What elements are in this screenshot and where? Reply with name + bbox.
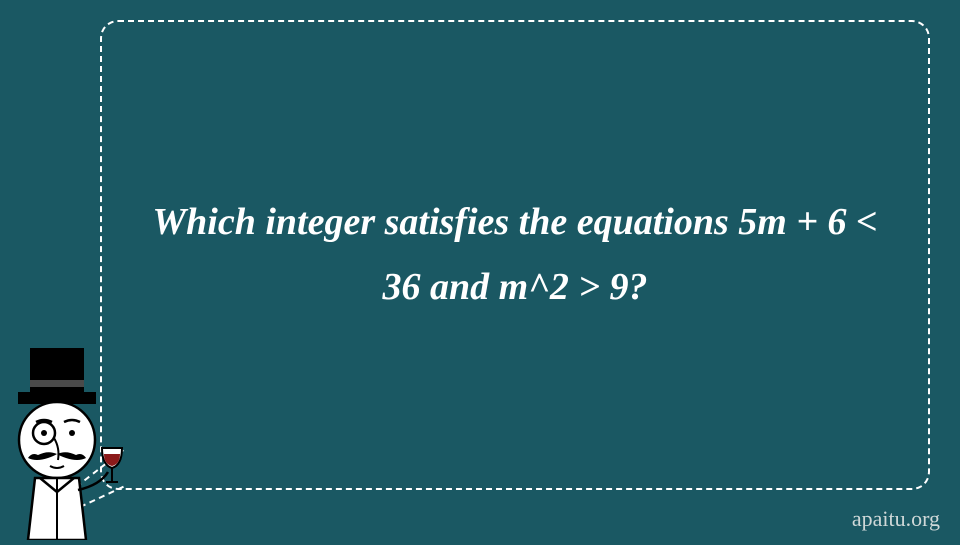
speech-bubble-box: Which integer satisfies the equations 5m… [100, 20, 930, 490]
question-text: Which integer satisfies the equations 5m… [152, 190, 878, 319]
watermark-text: apaitu.org [852, 506, 940, 532]
gentleman-character [0, 340, 140, 540]
